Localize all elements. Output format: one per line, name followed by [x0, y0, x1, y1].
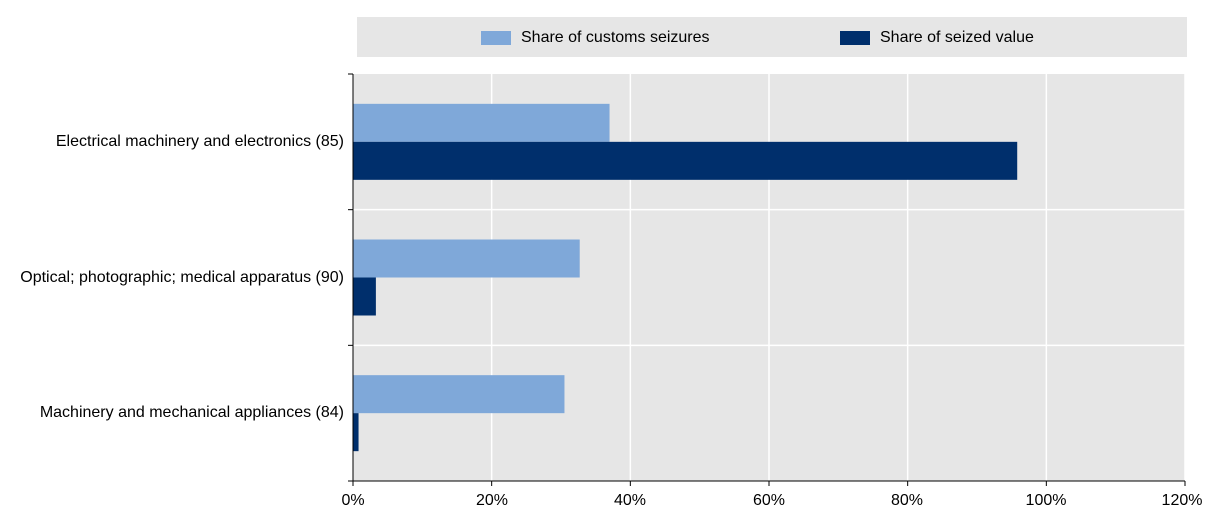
- category-label-electrical: Electrical machinery and electronics (85…: [55, 133, 344, 150]
- bar-seized-value-0: [353, 141, 1018, 180]
- x-tick-label-1: 20%: [475, 492, 509, 509]
- x-tick-label-0: 0%: [341, 492, 365, 509]
- legend-label-customs-seizures: Share of customs seizures: [521, 29, 710, 46]
- legend: Share of customs seizures Share of seize…: [357, 17, 1187, 57]
- bar-customs-seizures-2: [353, 375, 565, 414]
- x-tick-label-4: 80%: [890, 492, 924, 509]
- x-tick-label-5: 100%: [1025, 492, 1067, 509]
- bar-seized-value-1: [353, 277, 376, 316]
- legend-item-seized-value: Share of seized value: [840, 29, 1034, 47]
- category-label-machinery: Machinery and mechanical appliances (84): [39, 404, 344, 421]
- bar-customs-seizures-1: [353, 239, 580, 278]
- category-label-optical: Optical; photographic; medical apparatus…: [20, 269, 344, 286]
- x-tick-label-6: 120%: [1161, 492, 1203, 509]
- bar-seized-value-2: [353, 413, 359, 452]
- legend-swatch-seized-value: [840, 31, 870, 45]
- legend-swatch-customs-seizures: [481, 31, 511, 45]
- legend-item-customs-seizures: Share of customs seizures: [481, 29, 710, 47]
- bar-customs-seizures-0: [353, 103, 610, 142]
- legend-label-seized-value: Share of seized value: [880, 29, 1034, 46]
- x-tick-label-2: 40%: [613, 492, 647, 509]
- x-tick-label-3: 60%: [752, 492, 786, 509]
